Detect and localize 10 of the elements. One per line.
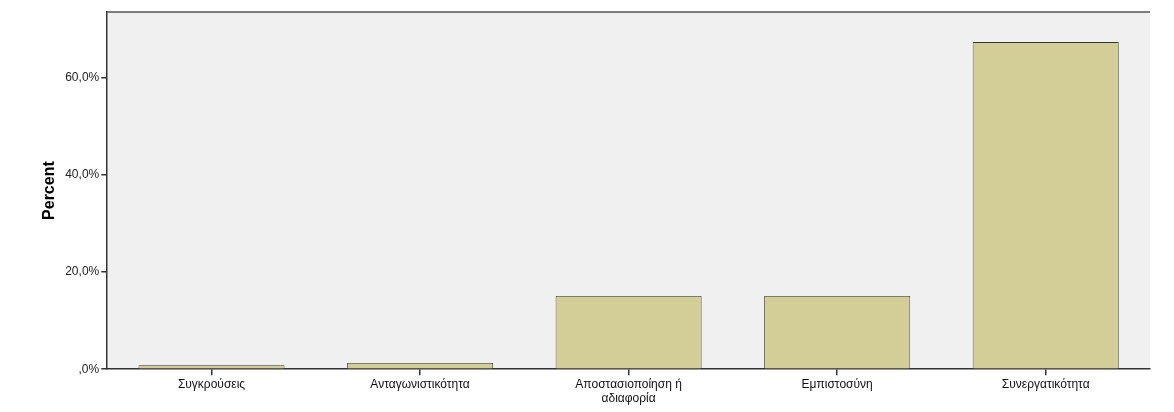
x-tick-label: Συνεργατικότητα (1001, 376, 1090, 391)
x-tick-label: Συγκρούσεις (177, 376, 246, 391)
x-tick-label: Εμπιστοσύνη (801, 376, 873, 391)
y-tick-label: 20,0% (65, 264, 100, 279)
y-axis-title: Percent (40, 160, 58, 220)
x-tick-label: Αποστασιοποίηση ή αδιαφορία (575, 376, 682, 406)
x-tick-label: Ανταγωνιστικότητα (370, 376, 470, 391)
y-tick-label: 40,0% (65, 167, 100, 182)
y-tick-label: ,0% (78, 361, 100, 376)
y-tick-label: 60,0% (65, 70, 100, 85)
